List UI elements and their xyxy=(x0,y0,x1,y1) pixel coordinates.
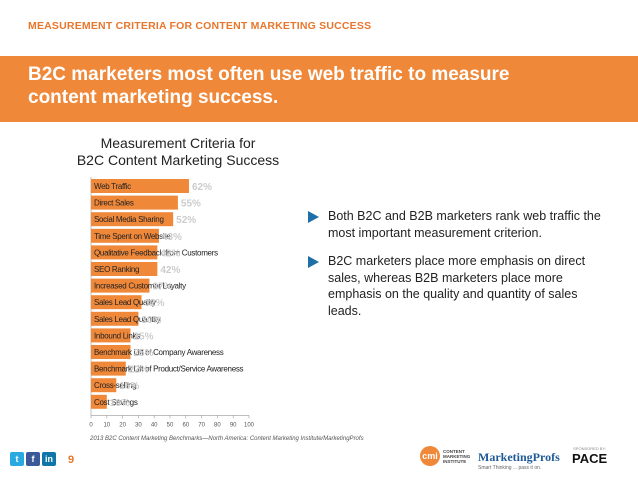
category-label: Cost Savings xyxy=(94,398,138,407)
bar xyxy=(91,212,174,227)
social-share: t f in xyxy=(10,452,56,466)
bar xyxy=(91,361,126,376)
marketingprofs-logo: MarketingProfs Smart Thinking ... pass i… xyxy=(478,450,560,471)
x-tick-label: 20 xyxy=(119,422,126,428)
page-number: 9 xyxy=(68,454,75,466)
cmi-logo-line: CONTENT xyxy=(443,448,465,454)
cmi-logo-line: MARKETING xyxy=(443,453,471,459)
value-label: 30% xyxy=(141,315,161,326)
key-findings: Both B2C and B2B marketers rank web traf… xyxy=(308,208,608,331)
sponsor-name: PACE xyxy=(572,451,608,466)
bar xyxy=(91,262,158,276)
headline-line-2: content marketing success. xyxy=(28,87,279,108)
bar xyxy=(91,228,159,243)
value-label: 32% xyxy=(145,298,165,309)
headline-banner xyxy=(0,56,638,122)
bar xyxy=(91,394,107,409)
value-label: 42% xyxy=(160,248,180,259)
headline: B2C marketers most often use web traffic… xyxy=(28,63,628,109)
finding-text: Both B2C and B2B marketers rank web traf… xyxy=(328,209,601,240)
bar xyxy=(91,245,158,260)
sponsor-logo: SPONSORED BY: PACE xyxy=(572,446,607,466)
value-label: 25% xyxy=(134,331,154,342)
headline-line-1: B2C marketers most often use web traffic… xyxy=(28,64,510,85)
value-label: 25% xyxy=(134,348,154,359)
x-tick-label: 50 xyxy=(167,422,174,428)
value-label: 10% xyxy=(110,398,130,409)
facebook-icon[interactable]: f xyxy=(26,452,40,466)
category-label: Inbound Links xyxy=(94,331,140,340)
value-label: 22% xyxy=(129,365,149,376)
x-tick-label: 70 xyxy=(198,422,205,428)
category-label: Sales Lead Quantity xyxy=(94,315,161,324)
section-label: MEASUREMENT CRITERIA FOR CONTENT MARKETI… xyxy=(28,20,372,32)
category-label: Direct Sales xyxy=(94,199,134,208)
cmi-logo-text: CONTENT MARKETING INSTITUTE xyxy=(443,449,470,464)
bar xyxy=(91,295,142,310)
value-label: 55% xyxy=(181,199,201,210)
category-label: Social Media Sharing xyxy=(94,215,164,224)
chart-title-line-2: B2C Content Marketing Success xyxy=(76,152,280,168)
chart-title-line-1: Measurement Criteria for xyxy=(100,135,256,151)
linkedin-icon[interactable]: in xyxy=(42,452,56,466)
finding-item: Both B2C and B2B marketers rank web traf… xyxy=(308,208,608,241)
x-tick-label: 10 xyxy=(103,422,110,428)
finding-text: B2C marketers place more emphasis on dir… xyxy=(328,254,586,318)
value-label: 52% xyxy=(176,215,196,226)
cmi-logo-mark: cmi xyxy=(420,446,440,466)
value-label: 37% xyxy=(152,282,172,293)
sponsor-label: SPONSORED BY: xyxy=(573,446,607,451)
mp-tagline: Smart Thinking ... pass it on. xyxy=(478,465,542,471)
bar xyxy=(91,311,139,326)
bar xyxy=(91,345,131,359)
value-label: 43% xyxy=(162,232,182,243)
twitter-icon[interactable]: t xyxy=(10,452,24,466)
finding-item: B2C marketers place more emphasis on dir… xyxy=(308,253,608,319)
category-label: Benchmark Lift of Company Awareness xyxy=(94,348,224,357)
x-tick-label: 100 xyxy=(244,422,255,428)
value-label: 42% xyxy=(160,265,180,276)
x-tick-label: 90 xyxy=(230,422,237,428)
chart-title: Measurement Criteria for B2C Content Mar… xyxy=(60,135,296,169)
bar xyxy=(91,278,150,293)
cmi-logo: cmi CONTENT MARKETING INSTITUTE xyxy=(420,446,470,466)
category-label: Benchmark Lift of Product/Service Awaren… xyxy=(94,365,244,374)
category-label: Qualitative Feedback from Customers xyxy=(94,248,218,257)
category-label: Sales Lead Quality xyxy=(94,298,156,307)
category-label: Web Traffic xyxy=(94,182,131,191)
value-label: 16% xyxy=(119,381,139,392)
bar xyxy=(91,179,189,193)
x-tick-label: 60 xyxy=(182,422,189,428)
cmi-logo-line: INSTITUTE xyxy=(443,458,467,464)
category-label: Cross-selling xyxy=(94,381,136,390)
x-tick-label: 80 xyxy=(214,422,221,428)
bar xyxy=(91,195,178,210)
bar xyxy=(91,328,131,343)
x-tick-label: 0 xyxy=(89,422,93,428)
category-label: SEO Ranking xyxy=(94,265,139,274)
triangle-bullet-icon xyxy=(308,211,319,223)
category-label: Increased Customer Loyalty xyxy=(94,282,186,291)
mp-name: MarketingProfs xyxy=(478,450,560,464)
x-tick-label: 40 xyxy=(151,422,158,428)
category-label: Time Spent on Website xyxy=(94,232,171,241)
x-tick-label: 30 xyxy=(135,422,142,428)
source-citation: 2013 B2C Content Marketing Benchmarks—No… xyxy=(90,436,364,442)
bar xyxy=(91,378,117,393)
triangle-bullet-icon xyxy=(308,256,319,268)
value-label: 62% xyxy=(192,182,212,193)
